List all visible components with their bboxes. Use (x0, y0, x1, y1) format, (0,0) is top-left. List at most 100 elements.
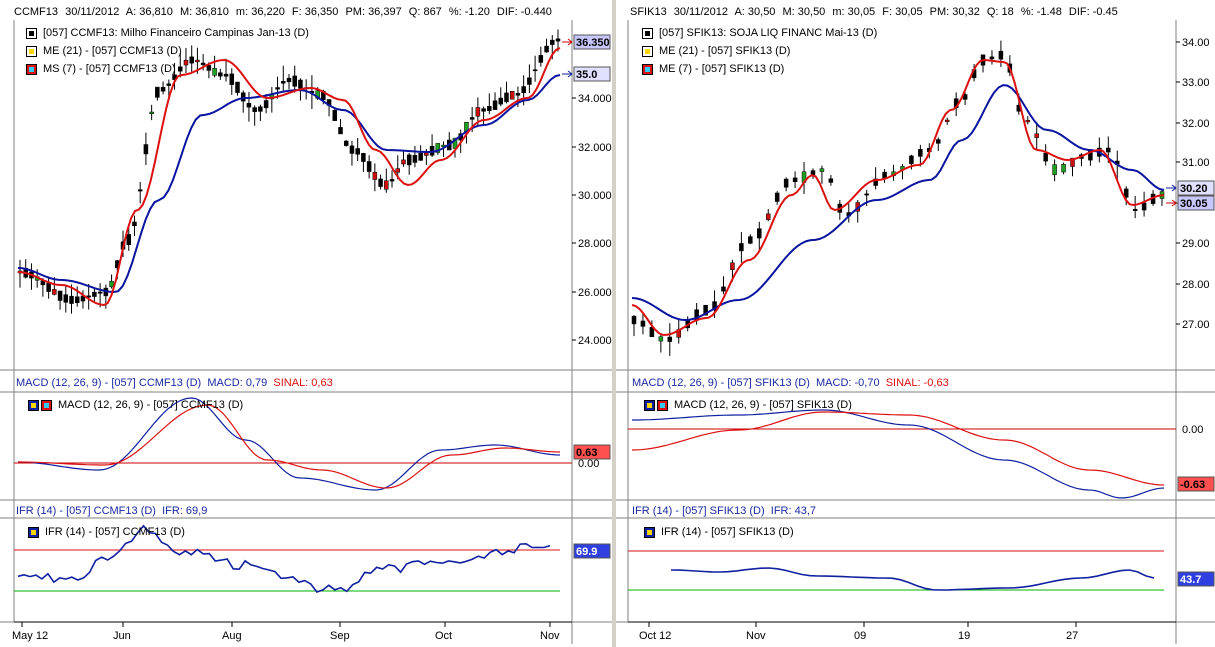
candle-body (92, 291, 97, 297)
candle-body (783, 178, 789, 188)
ifr-tag-bg (1177, 571, 1215, 587)
left-chart-window[interactable]: CCMF13 30/11/2012 A: 36,810 M: 36,810 m:… (0, 0, 612, 647)
macd-marker-icon (28, 399, 39, 411)
signal-line (631, 411, 1165, 486)
right-price-plot[interactable]: 34.0033.0032.0031.0030.0029.0028.0027.00… (616, 0, 1215, 647)
candle-body (435, 143, 441, 153)
candle-body (918, 149, 923, 157)
candle-body (149, 111, 154, 114)
macd-tag-bg (573, 444, 611, 460)
candle-body (275, 87, 280, 90)
ifr-marker-icon (28, 526, 39, 538)
candle-body (258, 106, 263, 112)
last-price-tag-bg (573, 34, 611, 50)
candle-body (206, 65, 212, 71)
candle-body (263, 100, 269, 109)
ma-price-tag: 35.0 (576, 69, 597, 81)
candle-body (349, 145, 355, 154)
left-price-plot[interactable]: 34.000 32.000 30.000 28.000 26.000 24.000 36.3… (0, 0, 612, 647)
candle-body (160, 87, 166, 92)
right-chart-window[interactable]: SFIK13 30/11/2012 A: 30,50 M: 30,50 m: 3… (616, 0, 1215, 647)
x-tick-label: Sep (330, 630, 350, 642)
right-price-header: SFIK13 30/11/2012 A: 30,50 M: 30,50 m: 3… (630, 4, 1190, 20)
ma-long-line (631, 84, 1165, 322)
candle-body (195, 59, 200, 63)
x-tick-label: Oct (435, 630, 452, 642)
candle-body (1123, 188, 1129, 198)
candle-body (452, 137, 458, 149)
signal-marker-icon (657, 399, 668, 411)
candle-body (298, 79, 303, 89)
x-tick-label: Nov (540, 630, 560, 642)
candle-body (1034, 133, 1039, 138)
macd-line (17, 397, 561, 491)
ifr-marker-icon (644, 526, 655, 538)
candle-body (401, 159, 406, 165)
candle-body (418, 152, 423, 161)
signal-line (18, 404, 561, 489)
candle-body (1106, 147, 1111, 153)
left-price-header: CCMF13 30/11/2012 A: 36,810 M: 36,810 m:… (14, 4, 574, 20)
x-tick-label: Aug (222, 630, 242, 642)
candle-body (475, 107, 481, 117)
candle-body (757, 228, 762, 239)
symbol-marker-icon (642, 27, 653, 39)
candle-body (521, 86, 526, 94)
candle-body (509, 91, 515, 100)
candle-body (406, 154, 412, 166)
x-tick-label: 09 (854, 630, 866, 642)
candle-body (166, 83, 172, 86)
candle-body (538, 55, 544, 63)
candle-body (873, 178, 878, 186)
candle-body (218, 72, 223, 77)
candle-body (532, 69, 538, 72)
ma-short-line (17, 47, 561, 307)
arrow-icon (1166, 199, 1177, 207)
candle-body (286, 77, 292, 83)
candle-body (63, 294, 69, 303)
candle-body (492, 100, 498, 110)
ma-price-tag: 30.20 (1180, 183, 1208, 195)
candle-body (819, 168, 825, 172)
left-ifr-header: IFR (14) - [057] CCMF13 (D) IFR: 69,9 (16, 505, 208, 517)
price-tick-label: 34.000 (578, 93, 612, 105)
candle-body (155, 86, 160, 98)
candle-body (183, 59, 189, 66)
candle-body (498, 97, 504, 105)
x-tick-label: 19 (958, 630, 970, 642)
candle-body (944, 119, 950, 122)
candle-body (246, 102, 252, 108)
candle-body (109, 281, 114, 288)
candle-body (527, 77, 532, 85)
right-macd-header: MACD (12, 26, 9) - [057] SFIK13 (D) MACD… (632, 377, 949, 389)
ma-price-tag-bg (573, 66, 611, 82)
price-tick-label: 28.000 (578, 238, 612, 250)
candle-body (240, 92, 246, 102)
x-tick-label: 27 (1066, 630, 1078, 642)
candle-body (378, 178, 383, 187)
candle-body (46, 282, 51, 292)
candle-body (338, 127, 343, 135)
candle-body (998, 50, 1004, 60)
candle-body (748, 236, 753, 244)
last-price-tag: 30.05 (1180, 198, 1208, 210)
ma-short-line (631, 58, 1165, 336)
ifr-tag: 43.7 (1180, 574, 1201, 586)
last-price-tag: 36.350 (576, 37, 610, 49)
right-ifr-legend: IFR (14) - [057] SFIK13 (D) (644, 523, 794, 541)
left-price-legend: [057] CCMF13: Milho Financeiro Campinas … (26, 24, 309, 78)
x-tick-label: Oct 12 (639, 630, 671, 642)
candle-body (828, 178, 834, 183)
candle-body (212, 68, 217, 76)
arrow-icon (1166, 184, 1177, 192)
candle-body (229, 73, 235, 85)
candle-body (372, 172, 378, 180)
panel-gap (0, 371, 612, 391)
left-macd-legend: MACD (12, 26, 9) - [057] CCMF13 (D) (28, 396, 243, 414)
arrow-icon (562, 38, 573, 46)
candle-body (936, 139, 941, 144)
candle-body (792, 177, 798, 183)
candle-body (703, 304, 708, 316)
macd-marker-icon (644, 399, 655, 411)
macd-tag-bg (1177, 476, 1215, 492)
